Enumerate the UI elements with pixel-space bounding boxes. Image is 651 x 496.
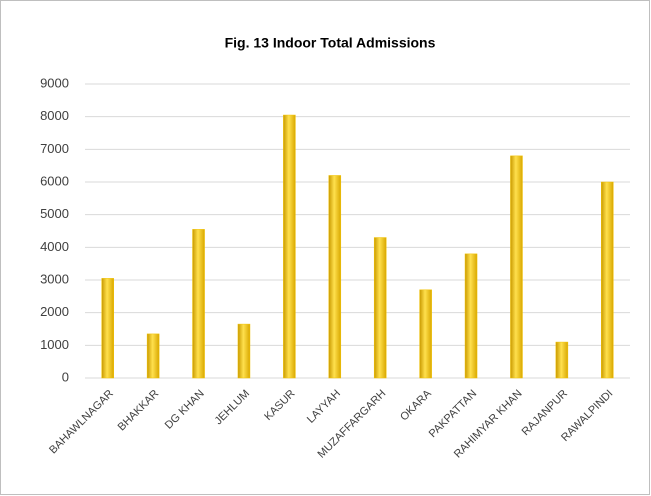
- bar: [283, 114, 296, 379]
- bar: [373, 237, 387, 379]
- bar: [237, 323, 251, 379]
- bar: [601, 181, 614, 379]
- bar: [101, 278, 114, 379]
- y-tick-label: 8000: [40, 108, 69, 123]
- y-tick-label: 0: [62, 369, 69, 384]
- bar: [555, 341, 569, 379]
- y-tick-label: 5000: [40, 206, 69, 221]
- bar: [464, 253, 478, 379]
- y-tick-label: 7000: [40, 141, 69, 156]
- bar: [146, 333, 160, 379]
- bar: [192, 229, 205, 379]
- y-tick-label: 2000: [40, 304, 69, 319]
- chart-title: Fig. 13 Indoor Total Admissions: [225, 35, 436, 51]
- bar: [328, 175, 342, 379]
- y-tick-label: 4000: [40, 239, 69, 254]
- bar: [510, 155, 523, 379]
- y-tick-label: 1000: [40, 337, 69, 352]
- y-tick-label: 3000: [40, 271, 69, 286]
- bar: [419, 289, 432, 379]
- y-tick-label: 9000: [40, 75, 69, 90]
- y-tick-label: 6000: [40, 173, 69, 188]
